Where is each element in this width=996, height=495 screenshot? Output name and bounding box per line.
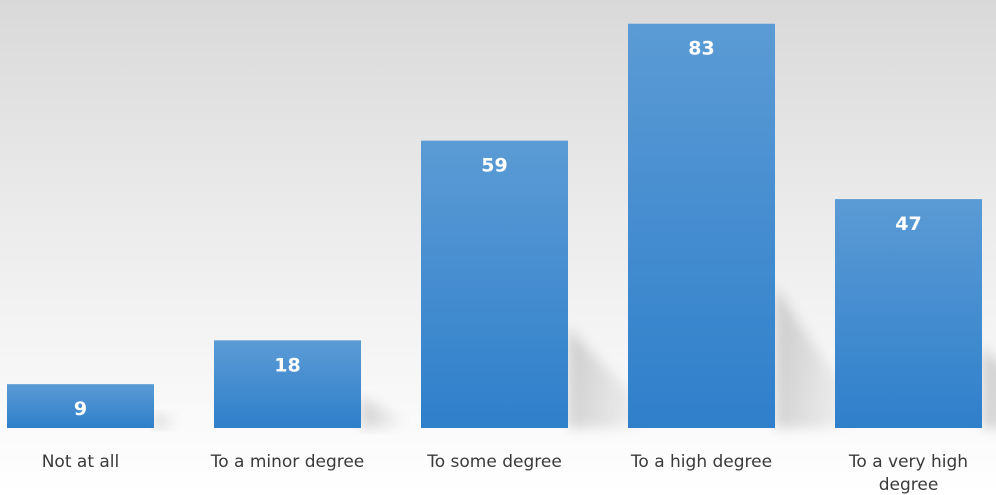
bar xyxy=(214,340,361,428)
x-tick-label-line: To a minor degree xyxy=(210,452,365,472)
x-tick-label-line: To a very high xyxy=(848,452,968,472)
x-tick-label: Not at all xyxy=(42,452,120,472)
bar-shadow xyxy=(154,412,179,428)
x-tick-label: To a minor degree xyxy=(210,452,365,472)
x-tick-label-line: To a high degree xyxy=(630,452,772,472)
bar xyxy=(835,199,982,428)
bar-shadow xyxy=(361,397,410,428)
bar xyxy=(628,23,775,428)
x-tick-label-line: degree xyxy=(879,475,939,495)
data-label: 47 xyxy=(895,213,921,235)
category-labels-group: Not at all To a minor degree To some degre… xyxy=(42,452,968,495)
data-label: 18 xyxy=(274,354,300,376)
x-tick-label: To a very high degree xyxy=(848,452,968,495)
bars-group xyxy=(7,23,982,428)
x-tick-label: To a high degree xyxy=(630,452,772,472)
data-label: 83 xyxy=(688,38,714,60)
data-label: 9 xyxy=(74,398,87,420)
data-labels-group: 9 18 59 83 47 xyxy=(74,38,922,420)
bar-shadow xyxy=(982,347,996,428)
data-label: 59 xyxy=(481,155,507,177)
x-tick-label-line: To some degree xyxy=(426,452,562,472)
x-tick-label: To some degree xyxy=(426,452,562,472)
x-tick-label-line: Not at all xyxy=(42,452,120,472)
bar xyxy=(7,384,154,428)
bar xyxy=(421,140,568,428)
